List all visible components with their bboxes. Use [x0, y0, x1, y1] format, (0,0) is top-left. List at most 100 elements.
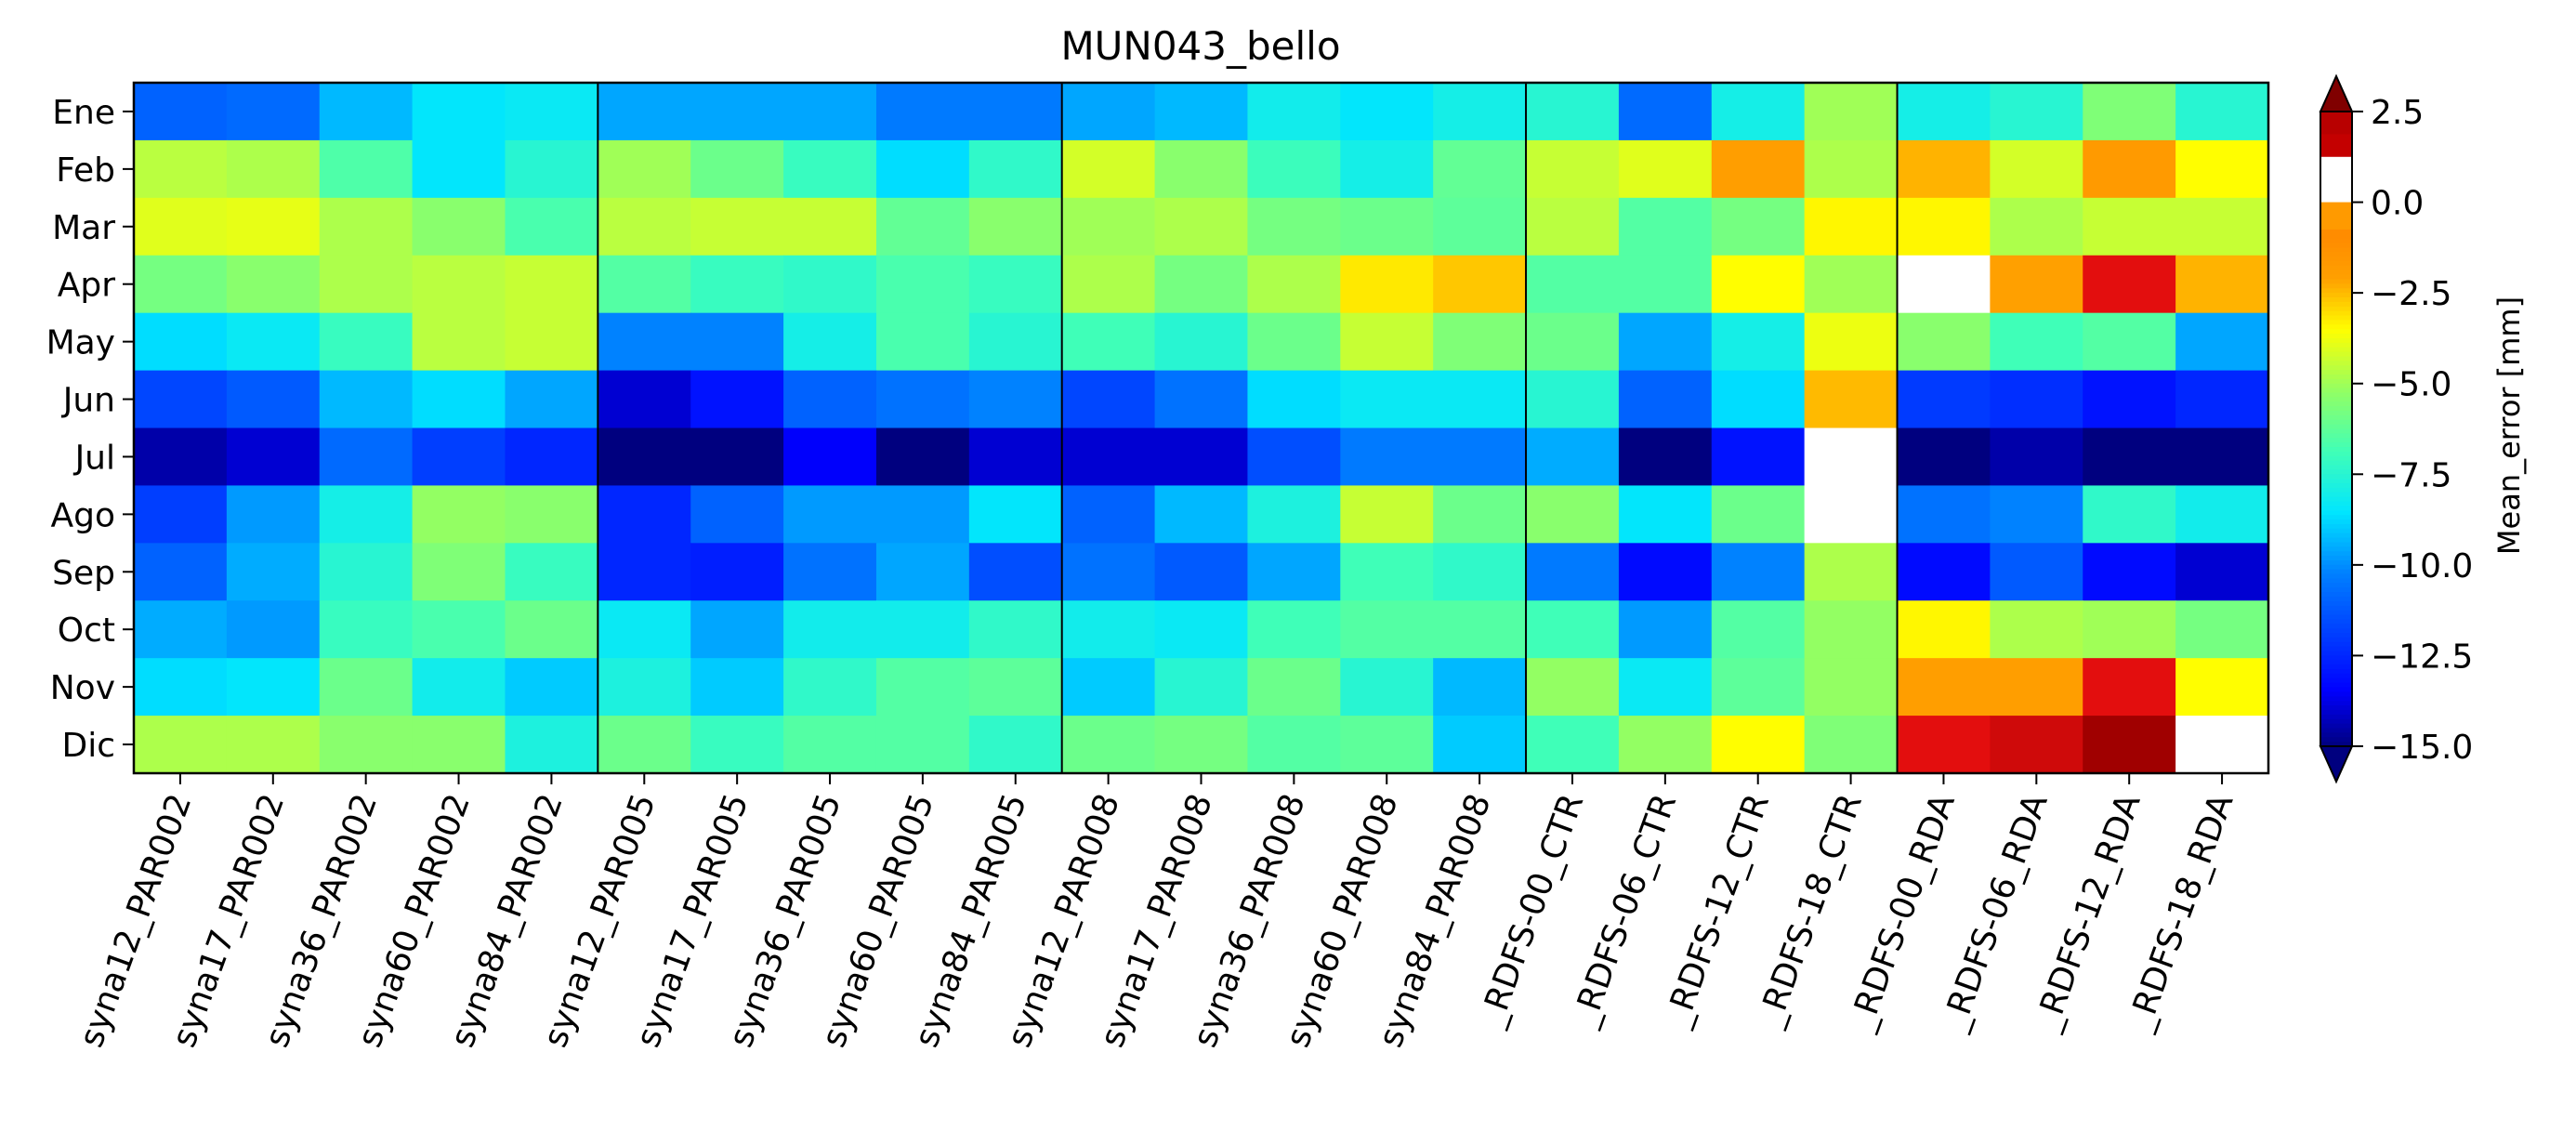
heatmap-cell: [783, 197, 877, 256]
heatmap-cell: [1340, 543, 1434, 602]
heatmap-cell: [1990, 658, 2084, 717]
heatmap-cell: [1247, 427, 1342, 487]
heatmap-cell: [1526, 658, 1620, 717]
heatmap-cell: [1247, 370, 1342, 429]
row-tick-label: Jul: [73, 439, 115, 477]
heatmap-cell: [1433, 716, 1527, 774]
heatmap-cell: [690, 658, 784, 717]
heatmap-cell: [968, 485, 1063, 545]
colorbar-segment: [2320, 714, 2352, 720]
colorbar-segment: [2320, 696, 2352, 702]
colorbar-segment: [2320, 184, 2352, 190]
heatmap-cell: [1897, 658, 1991, 717]
heatmap-cell: [226, 197, 321, 256]
heatmap-cell: [412, 312, 506, 372]
heatmap-cell: [412, 370, 506, 429]
colorbar-extend-top: [2319, 73, 2354, 112]
colorbar-segment: [2320, 465, 2352, 471]
heatmap-cell: [226, 83, 321, 141]
colorbar-tick-label: 0.0: [2371, 185, 2424, 223]
colorbar-segment: [2320, 134, 2352, 139]
colorbar-segment: [2320, 691, 2352, 697]
colorbar-segment: [2320, 170, 2352, 176]
heatmap-cell: [2083, 485, 2176, 545]
heatmap-cell: [1061, 716, 1156, 774]
colorbar-segment: [2320, 374, 2352, 380]
colorbar-segment: [2320, 669, 2352, 675]
colorbar-segment: [2320, 578, 2352, 584]
heatmap-cell: [968, 255, 1063, 314]
heatmap-cell: [226, 370, 321, 429]
colorbar-segment: [2320, 597, 2352, 602]
heatmap-cell: [412, 658, 506, 717]
heatmap-cell: [783, 83, 877, 141]
heatmap-cell: [226, 255, 321, 314]
heatmap-cell: [1618, 312, 1713, 372]
colorbar-segment: [2320, 564, 2352, 571]
colorbar-segment: [2320, 573, 2352, 580]
heatmap-cell: [875, 197, 970, 256]
heatmap-cell: [1154, 600, 1249, 659]
colorbar-segment: [2320, 270, 2352, 276]
colorbar-segment: [2320, 378, 2352, 385]
colorbar-segment: [2320, 438, 2352, 443]
heatmap-cell: [1990, 485, 2084, 545]
heatmap-cell: [1433, 485, 1527, 545]
heatmap-cell: [690, 716, 784, 774]
colorbar-segment: [2320, 483, 2352, 489]
heatmap-cell: [319, 139, 414, 199]
heatmap-cell: [319, 83, 414, 141]
colorbar-segment: [2320, 288, 2352, 294]
heatmap-cell: [1804, 600, 1899, 659]
heatmap-cell: [412, 197, 506, 256]
heatmap-cell: [2083, 312, 2176, 372]
colorbar-segment: [2320, 519, 2352, 525]
colorbar-segment: [2320, 279, 2352, 284]
heatmap-cell: [1804, 197, 1899, 256]
colorbar-segment: [2320, 301, 2352, 308]
heatmap-cell: [598, 197, 692, 256]
heatmap-cell: [1433, 658, 1527, 717]
heatmap-cell: [1340, 255, 1434, 314]
heatmap-cell: [2175, 255, 2269, 314]
heatmap-cell: [2083, 197, 2176, 256]
heatmap-cell: [2175, 312, 2269, 372]
colorbar-segment: [2320, 592, 2352, 598]
colorbar-segment: [2320, 397, 2352, 402]
heatmap-cell: [412, 255, 506, 314]
heatmap-cell: [1711, 485, 1806, 545]
heatmap-cell: [412, 139, 506, 199]
heatmap-cell: [134, 312, 228, 372]
colorbar-segment: [2320, 202, 2352, 208]
heatmap-cell: [134, 139, 228, 199]
heatmap-cell: [2083, 427, 2176, 487]
heatmap-cell: [968, 543, 1063, 602]
colorbar-segment: [2320, 633, 2352, 638]
heatmap-cell: [1154, 255, 1249, 314]
heatmap-cell: [2175, 658, 2269, 717]
heatmap-cell: [598, 312, 692, 372]
heatmap-cell: [134, 716, 228, 774]
heatmap-cell: [505, 370, 599, 429]
colorbar-segment: [2320, 256, 2352, 262]
heatmap-cell: [1061, 658, 1156, 717]
colorbar-segment: [2320, 542, 2352, 547]
heatmap-cell: [226, 139, 321, 199]
colorbar-segment: [2320, 161, 2352, 167]
colorbar-segment: [2320, 233, 2352, 240]
colorbar-segment: [2320, 501, 2352, 507]
colorbar-segment: [2320, 383, 2352, 389]
colorbar-segment: [2320, 220, 2352, 226]
heatmap-cell: [1154, 716, 1249, 774]
colorbar-segment: [2320, 197, 2352, 204]
heatmap-cell: [134, 543, 228, 602]
heatmap-cell: [598, 485, 692, 545]
heatmap-cell: [1340, 716, 1434, 774]
heatmap-cell: [1897, 427, 1991, 487]
heatmap-cell: [1804, 370, 1899, 429]
row-tick-label: Dic: [61, 727, 115, 765]
heatmap-cell: [134, 658, 228, 717]
row-tick-label: Ene: [52, 94, 115, 132]
heatmap-cell: [1526, 716, 1620, 774]
colorbar-segment: [2320, 646, 2352, 652]
